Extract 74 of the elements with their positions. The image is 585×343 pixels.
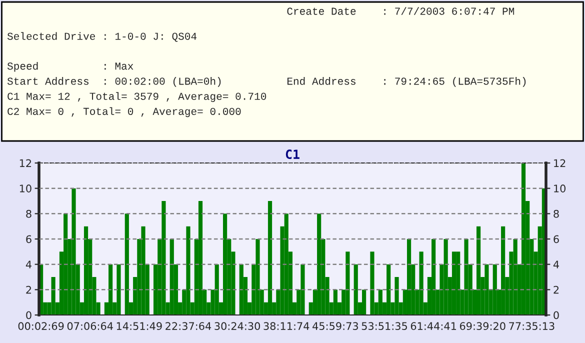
x-tick-label: 00:02:69 xyxy=(18,322,64,330)
bar xyxy=(333,290,338,315)
y2-tick-label: 10 xyxy=(554,184,566,192)
bar xyxy=(419,252,424,315)
x-tick-label: 38:11:74 xyxy=(264,322,310,330)
x-tick-label: 53:51:35 xyxy=(362,322,407,330)
bar xyxy=(51,277,56,315)
bar xyxy=(170,239,174,315)
x-tick-label: 61:44:41 xyxy=(410,322,456,330)
x-tick-label: 30:24:30 xyxy=(214,322,260,330)
bar xyxy=(300,264,305,315)
x-tick-label: 07:06:64 xyxy=(67,322,113,330)
bar xyxy=(141,226,146,315)
text: End Address : 79:24:65 (LBA=5735Fh) xyxy=(287,77,526,87)
text: Start Address : 00:02:00 (LBA=0h) xyxy=(7,77,221,87)
bar xyxy=(386,264,391,315)
text: Speed : Max xyxy=(7,62,134,72)
text: Create Date : 7/7/2003 6:07:47 PM xyxy=(287,7,514,15)
bar xyxy=(124,214,129,315)
bar xyxy=(162,201,166,315)
y-tick-label: 12 xyxy=(20,159,32,167)
bar xyxy=(256,239,260,315)
bar xyxy=(484,264,489,315)
bar xyxy=(444,239,448,315)
y2-tick-label: 6 xyxy=(554,235,559,244)
x-tick-label: 45:59:73 xyxy=(312,322,358,330)
x-tick-label: 14:51:49 xyxy=(116,322,162,330)
y2-tick-label: 12 xyxy=(554,159,566,167)
bar xyxy=(64,214,68,315)
text: Selected Drive : 1-0-0 J: QS04 xyxy=(7,32,197,42)
bar xyxy=(284,214,288,315)
bar xyxy=(346,252,350,315)
bar xyxy=(186,226,190,315)
y-tick-label: 6 xyxy=(26,235,32,244)
bar xyxy=(501,226,506,315)
bar xyxy=(72,188,76,315)
text: C2 Max= 0 , Total= 0 , Average= 0.000 xyxy=(8,107,241,118)
bar xyxy=(476,226,481,315)
bar xyxy=(268,201,272,315)
y-tick-label: 8 xyxy=(26,210,32,218)
bar xyxy=(521,163,526,315)
bar xyxy=(513,239,518,315)
y2-tick-label: 0 xyxy=(554,311,559,320)
bar xyxy=(406,239,412,315)
y-tick-label: 0 xyxy=(26,311,32,320)
x-tick-label: 77:35:13 xyxy=(509,322,554,330)
y-tick-label: 2 xyxy=(26,286,32,294)
y-tick-label: 10 xyxy=(20,184,32,192)
bar xyxy=(116,264,121,315)
bar xyxy=(464,239,468,315)
bar xyxy=(370,252,374,315)
text: C1 Max= 12 , Total= 3579 , Average= 0.710 xyxy=(8,92,266,102)
bar xyxy=(222,214,228,315)
bar xyxy=(394,277,399,315)
bar xyxy=(362,290,366,315)
bar xyxy=(456,252,460,315)
bar xyxy=(432,239,436,315)
bar xyxy=(452,252,456,315)
bar xyxy=(108,264,113,315)
bar xyxy=(239,264,244,315)
chart-title: C1 xyxy=(286,150,300,160)
y2-tick-label: 2 xyxy=(554,286,559,294)
y2-tick-label: 8 xyxy=(554,210,559,218)
bar xyxy=(198,201,203,315)
x-tick-label: 69:39:20 xyxy=(460,322,506,330)
bar xyxy=(492,264,497,315)
bar xyxy=(354,264,358,315)
bar xyxy=(84,226,88,315)
y2-tick-label: 4 xyxy=(553,260,559,268)
x-tick-label: 22:37:64 xyxy=(166,322,212,330)
bar xyxy=(214,264,219,315)
bar xyxy=(378,290,382,315)
bar xyxy=(317,214,322,315)
y-tick-label: 4 xyxy=(26,260,32,268)
